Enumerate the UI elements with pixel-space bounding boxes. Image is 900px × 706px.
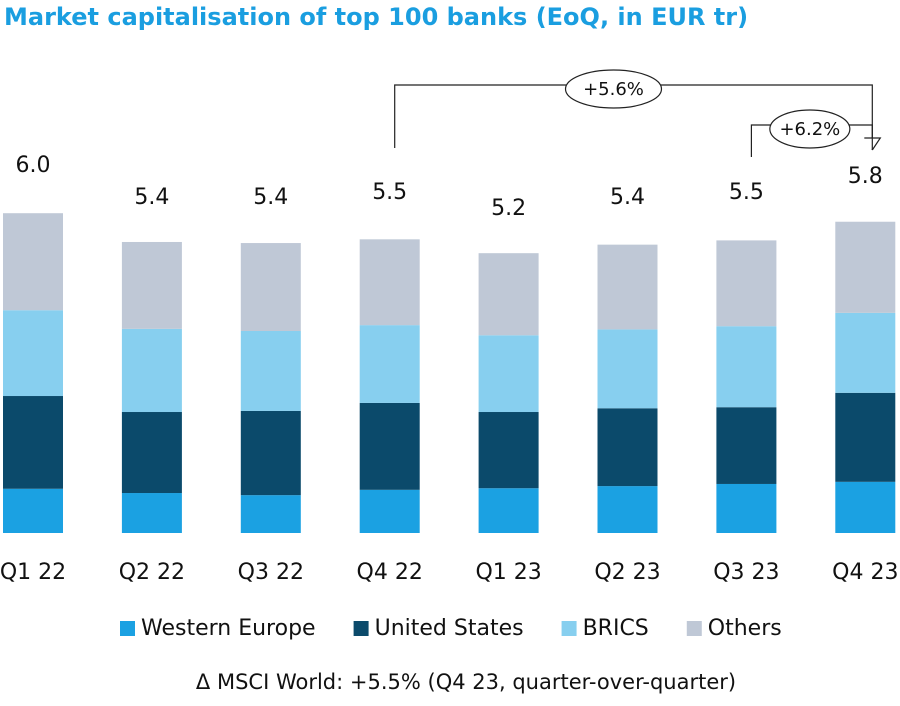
bar-segment [835, 221, 896, 313]
total-label: 6.0 [16, 153, 51, 178]
annotation-label: +5.6% [583, 79, 644, 100]
x-tick-label: Q3 22 [238, 560, 304, 585]
total-label: 5.5 [372, 180, 407, 205]
bar-segment [478, 412, 539, 489]
chart-title: Market capitalisation of top 100 banks (… [4, 3, 748, 31]
bar-segment [478, 488, 539, 533]
bar-segment [3, 488, 63, 533]
x-tick-label: Q2 23 [594, 560, 660, 585]
annotation-bubble [769, 109, 851, 149]
total-label: 5.4 [610, 185, 645, 210]
x-tick-label: Q1 22 [0, 560, 66, 585]
annotation-bubble [564, 69, 663, 109]
bar-segment [716, 407, 777, 484]
x-tick-label: Q2 22 [119, 560, 185, 585]
bar-segment [359, 402, 420, 490]
bar-segment [835, 481, 896, 533]
bar-segment [597, 244, 658, 330]
bar-segment [121, 412, 182, 494]
bar-segment [121, 328, 182, 413]
bar-segment [597, 329, 658, 409]
bar-segment [716, 483, 777, 533]
bar-segment [478, 253, 539, 336]
legend-swatch [353, 621, 369, 636]
bar-segment [835, 392, 896, 482]
bar-segment [716, 240, 777, 327]
x-tick-label: Q3 23 [713, 560, 779, 585]
legend-label: Others [708, 616, 782, 641]
x-tick-label: Q1 23 [475, 560, 541, 585]
bar-segment [121, 241, 182, 329]
legend-label: United States [375, 616, 524, 641]
total-label: 5.2 [491, 196, 526, 221]
bar-segment [597, 408, 658, 487]
x-tick-label: Q4 23 [832, 560, 898, 585]
bar-segment [121, 493, 182, 533]
bar-segment [835, 312, 896, 393]
total-label: 5.8 [848, 164, 883, 189]
bar-segment [240, 410, 301, 496]
legend-swatch [561, 621, 577, 636]
legend-swatch [120, 621, 135, 636]
legend-label: BRICS [583, 616, 649, 641]
legend-label: Western Europe [141, 616, 316, 641]
footnote: Δ MSCI World: +5.5% (Q4 23, quarter-over… [196, 670, 736, 694]
x-tick-label: Q4 22 [357, 560, 423, 585]
bar-segment [478, 335, 539, 413]
total-label: 5.4 [253, 185, 288, 210]
bar-segment [240, 495, 301, 533]
bar-segment [359, 325, 420, 403]
total-label: 5.4 [134, 185, 169, 210]
bar-segment [3, 396, 63, 489]
total-label: 5.5 [729, 180, 764, 205]
annotation-label: +6.2% [779, 119, 840, 140]
bar-segment [597, 486, 658, 533]
bar-segment [716, 326, 777, 408]
bar-segment [3, 310, 63, 397]
legend-swatch [686, 621, 702, 636]
bar-segment [359, 239, 420, 326]
bar-segment [359, 489, 420, 533]
bar-segment [3, 213, 63, 311]
bar-segment [240, 330, 301, 411]
bar-segment [240, 243, 301, 331]
